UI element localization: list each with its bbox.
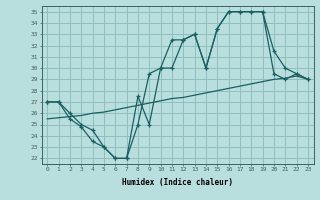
X-axis label: Humidex (Indice chaleur): Humidex (Indice chaleur): [122, 178, 233, 187]
